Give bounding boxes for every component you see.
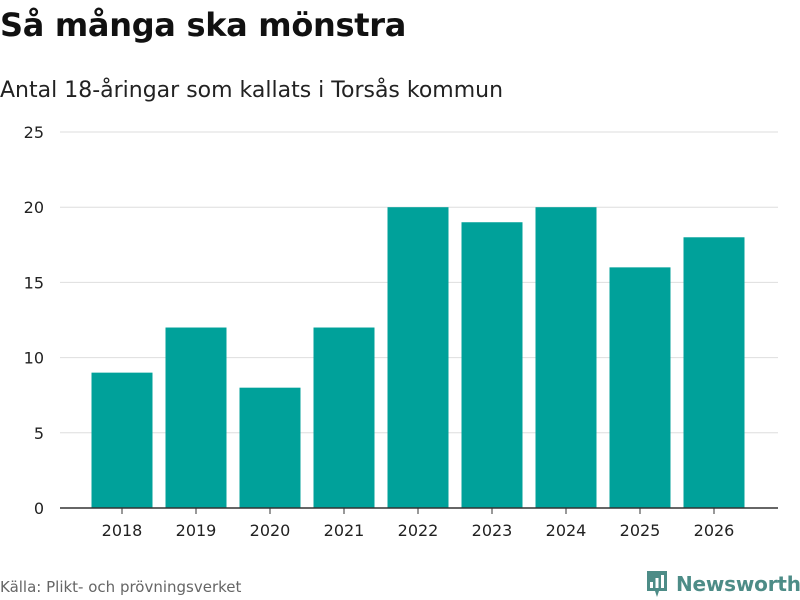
- newsworthy-logo-icon: [647, 571, 667, 597]
- bar-2021[interactable]: [313, 327, 375, 508]
- x-tick-label: 2021: [324, 521, 365, 540]
- chart-subtitle: Antal 18-åringar som kallats i Torsås ko…: [0, 78, 504, 103]
- x-tick-label: 2019: [176, 521, 217, 540]
- x-tick-label: 2024: [546, 521, 587, 540]
- bar-2022[interactable]: [387, 207, 449, 508]
- y-tick-label: 5: [34, 424, 44, 443]
- bar-2018[interactable]: [91, 372, 153, 508]
- y-tick-label: 25: [24, 123, 44, 142]
- bar-2025[interactable]: [609, 267, 671, 508]
- x-tick-label: 2025: [620, 521, 661, 540]
- chart-title: Så många ska mönstra: [0, 6, 407, 44]
- y-tick-label: 20: [24, 198, 44, 217]
- x-tick-label: 2026: [694, 521, 735, 540]
- source-note: Källa: Plikt- och prövningsverket: [0, 578, 242, 596]
- y-tick-label: 0: [34, 499, 44, 518]
- bar-2026[interactable]: [683, 237, 745, 508]
- bar-2024[interactable]: [535, 207, 597, 508]
- brand-logo[interactable]: Newsworthy: [645, 568, 800, 600]
- y-tick-label: 10: [24, 349, 44, 368]
- brand-name: Newsworthy: [676, 572, 800, 596]
- bar-2019[interactable]: [165, 327, 227, 508]
- x-tick-label: 2022: [398, 521, 439, 540]
- bar-2020[interactable]: [239, 387, 301, 508]
- x-tick-label: 2020: [250, 521, 291, 540]
- x-tick-label: 2023: [472, 521, 513, 540]
- y-tick-label: 15: [24, 273, 44, 292]
- bar-2023[interactable]: [461, 222, 523, 509]
- x-tick-label: 2018: [102, 521, 143, 540]
